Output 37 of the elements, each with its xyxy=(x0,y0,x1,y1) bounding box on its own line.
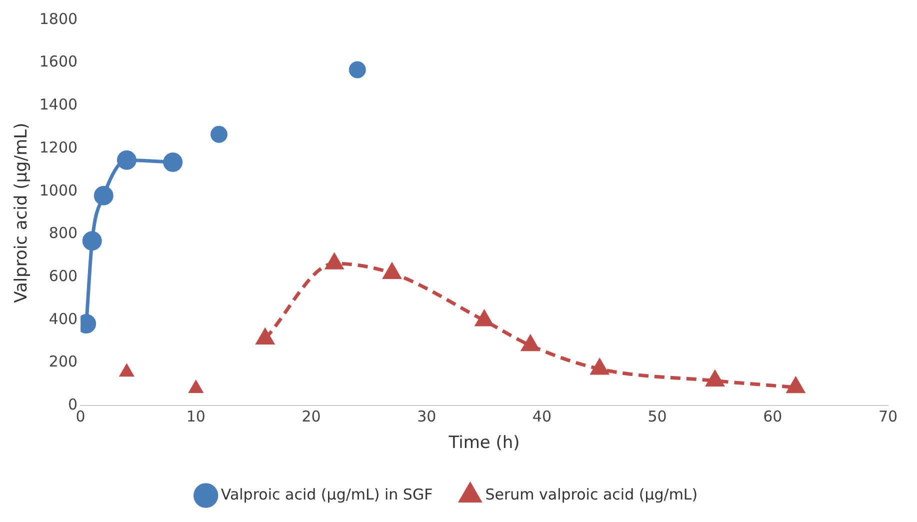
point xyxy=(383,263,401,279)
point xyxy=(116,150,136,170)
x-tick-label: 40 xyxy=(532,407,552,426)
point xyxy=(163,152,183,172)
y-tick-label: 0 xyxy=(68,395,78,414)
point xyxy=(256,329,274,345)
y-tick-label: 200 xyxy=(48,352,78,371)
legend-label: Valproic acid (µg/mL) in SGF xyxy=(220,485,433,504)
x-tick-label: 30 xyxy=(417,407,436,426)
y-tick-label: 1600 xyxy=(39,52,78,71)
point xyxy=(590,359,608,375)
y-axis-title: Valproic acid (µg/mL) xyxy=(12,122,32,303)
point xyxy=(706,371,724,386)
y-tick-label: 1000 xyxy=(39,181,78,200)
point xyxy=(210,126,228,143)
x-tick-label: 20 xyxy=(302,407,321,426)
y-tick-label: 800 xyxy=(48,224,78,242)
point xyxy=(326,254,344,270)
point xyxy=(119,364,134,377)
point xyxy=(188,380,204,393)
x-tick-label: 60 xyxy=(763,407,782,426)
y-tick-label: 600 xyxy=(48,266,78,285)
point xyxy=(787,378,804,394)
point xyxy=(348,61,366,78)
point xyxy=(476,310,493,326)
x-axis-title: Time (h) xyxy=(448,433,520,454)
point xyxy=(94,186,114,206)
x-tick-label: 70 xyxy=(878,407,898,426)
legend-label: Serum valproic acid (µg/mL) xyxy=(485,485,698,504)
y-tick-label: 1200 xyxy=(39,138,78,156)
y-tick-label: 400 xyxy=(48,310,78,328)
point xyxy=(82,231,102,251)
x-tick-label: 50 xyxy=(648,407,667,426)
y-tick-label: 1800 xyxy=(39,10,78,28)
point xyxy=(522,336,540,352)
y-tick-label: 1400 xyxy=(39,96,78,114)
x-tick-label: 10 xyxy=(186,407,206,426)
